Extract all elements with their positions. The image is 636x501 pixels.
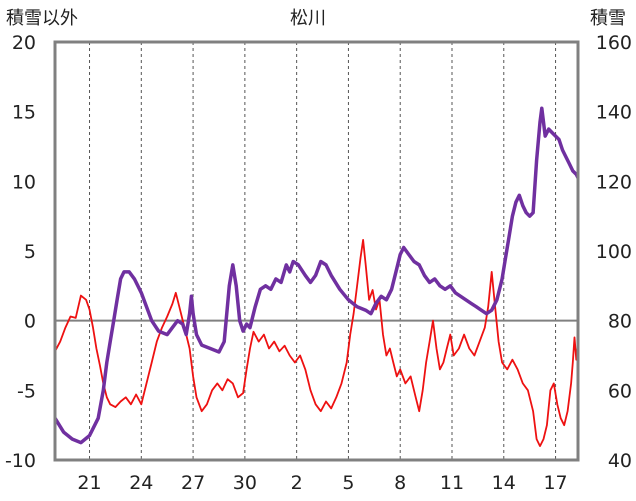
- left-tick-label: 20: [12, 32, 36, 54]
- snow-depth-line: [53, 106, 580, 445]
- left-tick-label: 15: [12, 102, 36, 124]
- x-tick-label: 5: [342, 472, 354, 494]
- x-tick-label: 14: [492, 472, 516, 494]
- left-axis-label: 積雪以外: [6, 8, 78, 29]
- right-tick-label: 60: [608, 380, 632, 402]
- chart-title: 松川: [290, 8, 326, 29]
- x-tick-label: 2: [291, 472, 303, 494]
- right-tick-label: 160: [596, 32, 632, 54]
- grid: [89, 42, 557, 460]
- x-tick-label: 11: [440, 472, 464, 494]
- left-tick-label: 0: [24, 311, 36, 333]
- x-tick-label: 17: [543, 472, 567, 494]
- temperature-line: [54, 238, 579, 448]
- left-tick-label: -10: [5, 450, 36, 472]
- left-tick-label: 5: [24, 241, 36, 263]
- x-tick-label: 27: [181, 472, 205, 494]
- x-tick-label: 24: [129, 472, 153, 494]
- right-tick-label: 120: [596, 171, 632, 193]
- right-tick-label: 100: [596, 241, 632, 263]
- right-tick-label: 80: [608, 311, 632, 333]
- right-tick-label: 40: [608, 450, 632, 472]
- right-tick-label: 140: [596, 102, 632, 124]
- right-axis-label: 積雪: [590, 8, 626, 29]
- x-ticks: 21 24 27 30 2 5 8 11 14 17: [77, 472, 567, 494]
- x-tick-label: 8: [394, 472, 406, 494]
- series-lines: [53, 106, 580, 448]
- left-ticks: 20 15 10 5 0 -5 -10: [5, 32, 36, 472]
- right-ticks: 160 140 120 100 80 60 40: [596, 32, 632, 472]
- x-tick-label: 30: [233, 472, 257, 494]
- plot-frame: [53, 40, 580, 462]
- left-tick-label: 10: [12, 171, 36, 193]
- left-tick-label: -5: [17, 380, 36, 402]
- x-tick-label: 21: [77, 472, 101, 494]
